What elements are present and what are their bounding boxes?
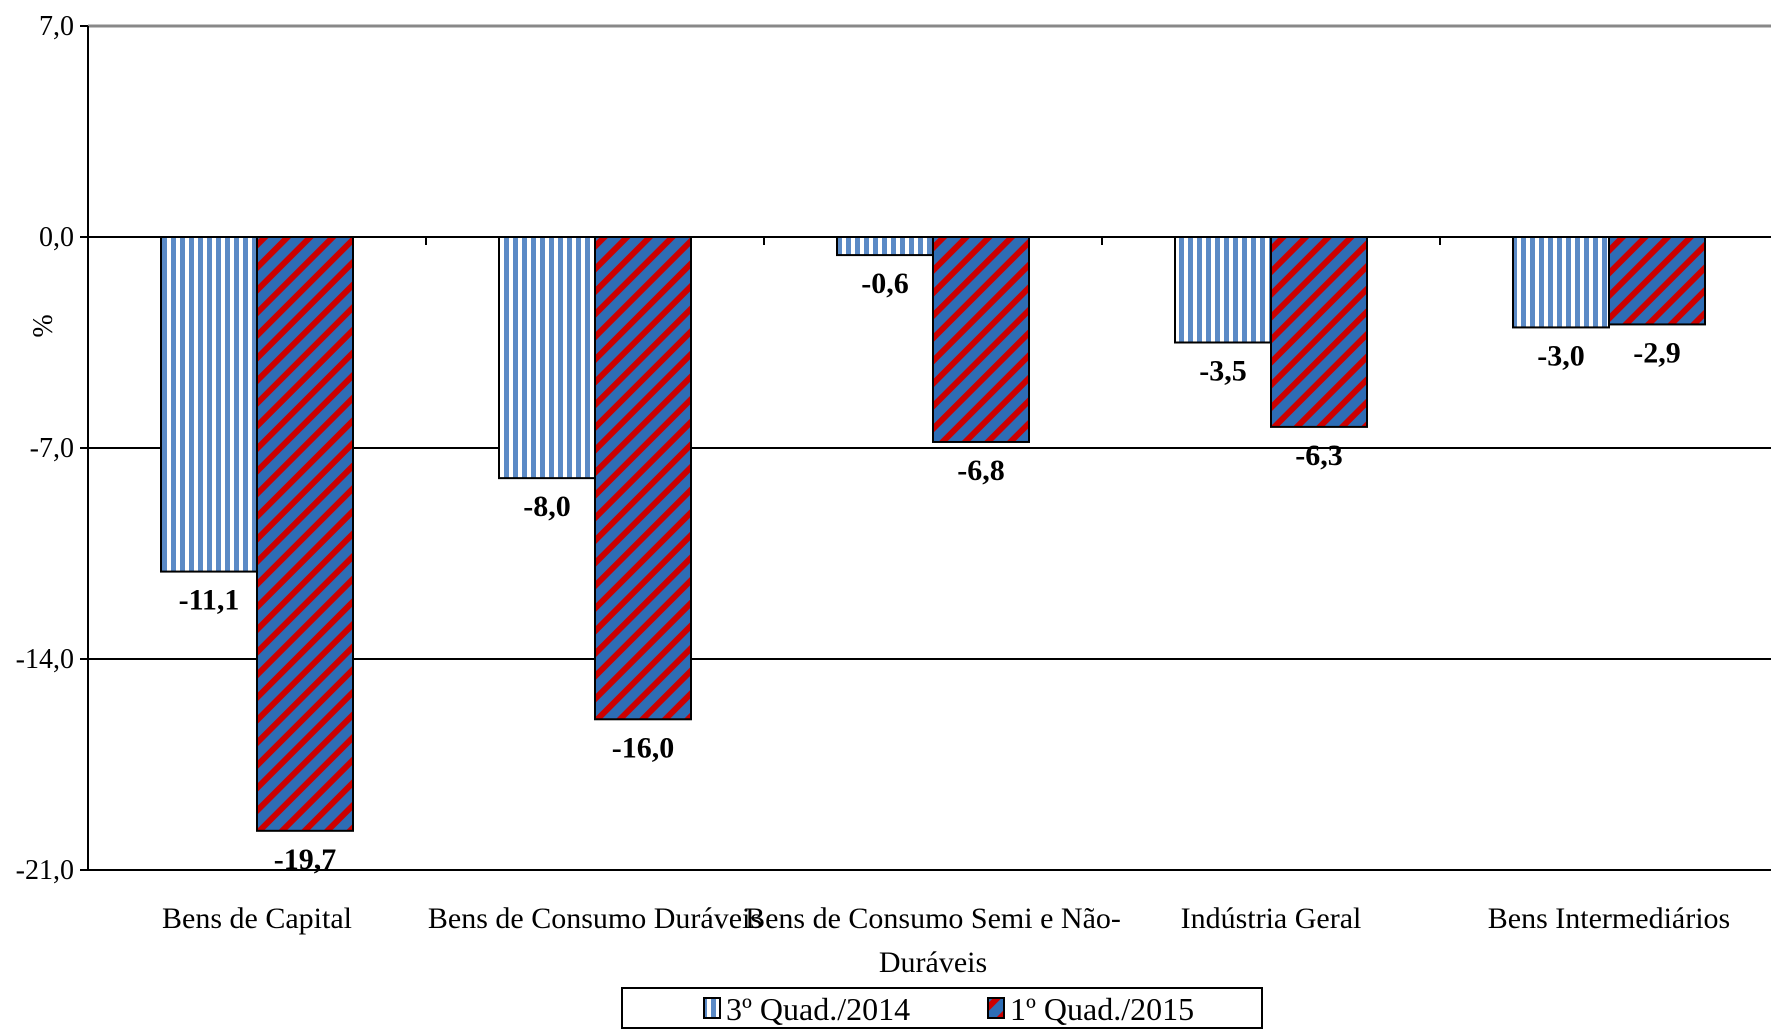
bar [1608, 236, 1706, 326]
bar [1174, 236, 1272, 344]
data-label: -8,0 [523, 490, 571, 523]
legend-label: 3º Quad./2014 [726, 991, 910, 1027]
category-label: Duráveis [879, 946, 987, 979]
category-label: Indústria Geral [1181, 902, 1362, 935]
bars [160, 236, 1706, 832]
bar [594, 236, 692, 721]
data-label: -16,0 [612, 731, 675, 764]
bar [498, 236, 596, 480]
y-tick-label: -14,0 [16, 644, 74, 675]
bar [836, 236, 934, 257]
y-tick-label: -21,0 [16, 855, 74, 886]
legend: 3º Quad./2014 1º Quad./2015 [621, 987, 1263, 1029]
legend-swatch [987, 997, 1005, 1019]
data-label: -11,1 [179, 584, 240, 617]
data-label: -0,6 [861, 267, 909, 300]
category-label: Bens de Capital [162, 902, 352, 935]
data-label: -3,0 [1537, 339, 1585, 372]
data-labels: -11,1 -19,7 -8,0 -16,0 -0,6 -6,8 -3,5 -6,3 -3,0 -… [179, 267, 1681, 876]
data-label: -6,3 [1295, 439, 1343, 472]
data-label: -19,7 [274, 843, 337, 876]
bar [256, 236, 354, 832]
data-label: -2,9 [1633, 336, 1681, 369]
bar [932, 236, 1030, 443]
y-tick-label: -7,0 [30, 433, 74, 464]
bar [160, 236, 258, 573]
category-label: Bens Intermediários [1488, 902, 1730, 935]
y-axis-title: % [28, 314, 59, 337]
gridlines [88, 24, 1771, 871]
data-label: -3,5 [1199, 355, 1247, 388]
data-label: -6,8 [957, 454, 1005, 487]
legend-swatch [703, 997, 721, 1019]
category-label: Bens de Consumo Duráveis [428, 902, 762, 935]
bar [1270, 236, 1368, 428]
axes: 7,0 0,0 -7,0 -14,0 -21,0 Bens de Capital Bens … [16, 11, 1731, 979]
y-tick-label: 7,0 [39, 11, 74, 42]
legend-box [621, 987, 1263, 1029]
bar [1512, 236, 1610, 329]
y-tick-label: 0,0 [39, 222, 74, 253]
category-label: Bens de Consumo Semi e Não- [745, 902, 1121, 935]
legend-label: 1º Quad./2015 [1010, 991, 1194, 1027]
